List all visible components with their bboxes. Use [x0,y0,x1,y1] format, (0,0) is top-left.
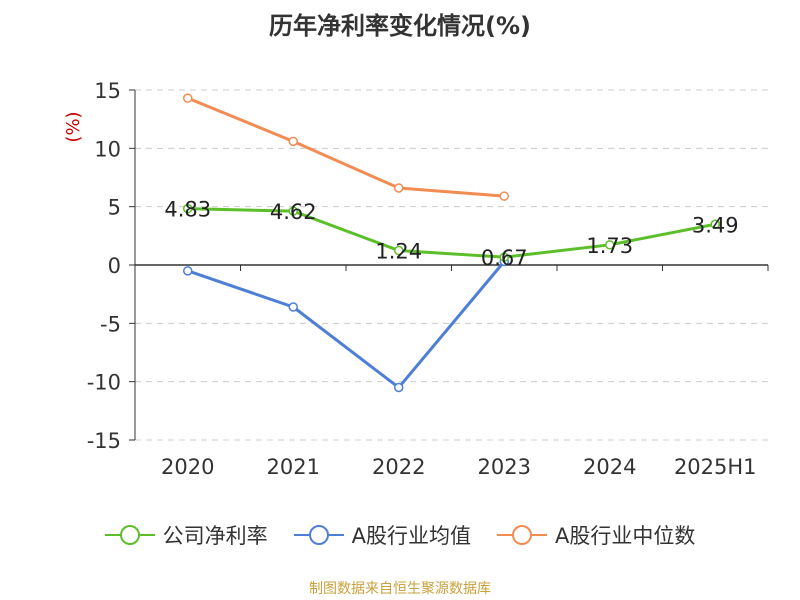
data-point-company[interactable] [183,203,193,214]
legend-label-company: 公司净利率 [162,524,268,548]
x-tick-label: 2021 [267,455,320,479]
series-line-company [187,207,716,259]
chart-title: 历年净利率变化情况(%) [269,12,531,40]
legend: 公司净利率 A股行业均值 A股行业中位数 [0,520,800,550]
legend-label-industry-avg: A股行业均值 [351,524,471,548]
y-tick-label: -15 [87,429,121,453]
data-label-company: 3.49 [692,213,739,237]
data-point-industry_avg[interactable] [288,302,298,312]
legend-label-industry-median: A股行业中位数 [555,524,696,548]
data-point-industry_avg[interactable] [394,382,404,393]
y-tick-label: 10 [94,137,121,161]
series-line-industry_median [187,96,505,198]
y-tick-label: -5 [100,312,121,336]
legend-swatch-company [104,525,155,545]
axes: 15 10 5 0 -5 -10 -15 2020 2021 2022 2023 2024 2025H1 [87,79,769,479]
source-note: 制图数据来自恒生聚源数据库 [309,581,491,597]
data-point-industry_median[interactable] [394,183,404,193]
y-tick-label: 0 [108,254,121,278]
data-labels: 4.83 4.62 1.24 0.67 1.73 3.49 [164,198,738,271]
y-tick-label: 15 [94,79,121,103]
data-point-company[interactable] [605,240,615,250]
data-point-company[interactable] [394,245,404,256]
data-point-industry_median[interactable] [499,191,509,201]
data-label-company: 1.73 [586,234,633,258]
data-point-industry_median[interactable] [288,136,298,147]
data-label-company: 1.24 [375,240,422,264]
y-tick-label: 5 [108,196,121,220]
data-point-company[interactable] [499,252,509,262]
legend-item-company[interactable]: 公司净利率 [104,520,268,550]
data-point-company[interactable] [288,206,298,216]
data-point-company[interactable] [710,219,720,230]
legend-swatch-industry-avg [293,525,344,545]
x-tick-label: 2022 [372,455,425,479]
data-label-company: 4.62 [270,200,317,224]
legend-item-industry-median[interactable]: A股行业中位数 [497,520,695,550]
x-tick-label: 2023 [478,455,531,479]
x-tick-label: 2025H1 [674,455,757,479]
x-tick-label: 2020 [161,455,214,479]
line-chart: 15 10 5 0 -5 -10 -15 2020 2021 2022 2023 2024 2025H1… [63,79,769,479]
legend-item-industry-avg[interactable]: A股行业均值 [293,520,471,550]
data-label-company: 0.67 [481,246,528,270]
y-tick-label: -10 [87,371,121,395]
series-line-industry_avg [187,260,506,389]
legend-swatch-industry-median [497,525,547,545]
series-lines [183,93,720,393]
data-point-industry_median[interactable] [183,93,193,103]
y-axis-label: (%) [63,111,84,142]
x-tick-label: 2024 [583,455,636,479]
data-label-company: 4.83 [164,198,211,222]
data-point-industry_avg[interactable] [183,266,193,276]
